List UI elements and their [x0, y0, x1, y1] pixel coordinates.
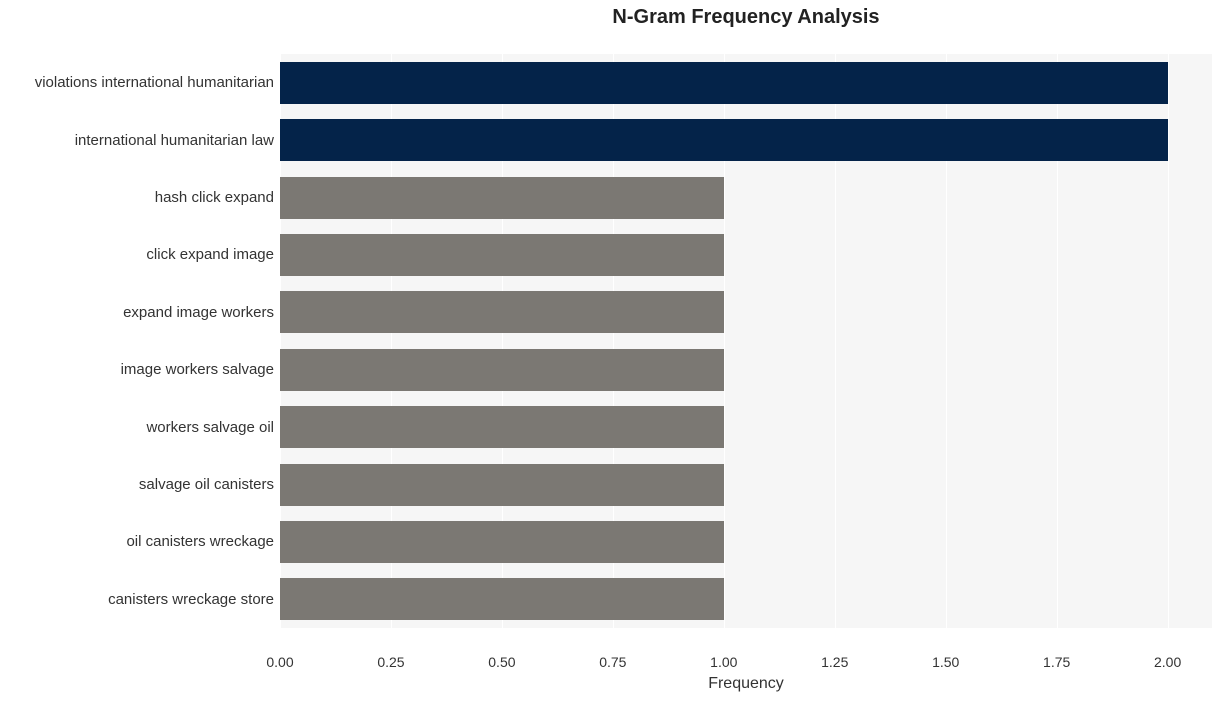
y-tick-label: workers salvage oil — [146, 419, 274, 436]
x-tick-label: 1.25 — [821, 654, 848, 670]
y-tick-label: salvage oil canisters — [139, 476, 274, 493]
y-tick-label: click expand image — [146, 246, 274, 263]
gridline — [1168, 34, 1169, 648]
x-tick-label: 0.50 — [488, 654, 515, 670]
y-tick-label: canisters wreckage store — [108, 591, 274, 608]
bar — [280, 464, 724, 506]
x-tick-label: 0.00 — [266, 654, 293, 670]
y-tick-label: oil canisters wreckage — [126, 533, 274, 550]
y-tick-label: violations international humanitarian — [35, 74, 274, 91]
bar — [280, 521, 724, 563]
bar — [280, 177, 724, 219]
y-tick-label: expand image workers — [123, 304, 274, 321]
x-tick-label: 1.00 — [710, 654, 737, 670]
x-tick-label: 0.25 — [377, 654, 404, 670]
bar — [280, 62, 1168, 104]
x-tick-label: 1.50 — [932, 654, 959, 670]
y-tick-label: hash click expand — [155, 189, 274, 206]
x-tick-label: 2.00 — [1154, 654, 1181, 670]
x-tick-label: 1.75 — [1043, 654, 1070, 670]
bar — [280, 291, 724, 333]
plot-area — [280, 34, 1212, 648]
bar — [280, 349, 724, 391]
y-tick-label: international humanitarian law — [75, 132, 274, 149]
x-tick-label: 0.75 — [599, 654, 626, 670]
bar — [280, 119, 1168, 161]
y-tick-label: image workers salvage — [121, 361, 274, 378]
chart-title: N-Gram Frequency Analysis — [280, 6, 1212, 29]
bar — [280, 234, 724, 276]
x-axis-title: Frequency — [280, 675, 1212, 693]
bar — [280, 578, 724, 620]
ngram-frequency-chart: N-Gram Frequency Analysis Frequency viol… — [0, 0, 1220, 701]
bar — [280, 406, 724, 448]
